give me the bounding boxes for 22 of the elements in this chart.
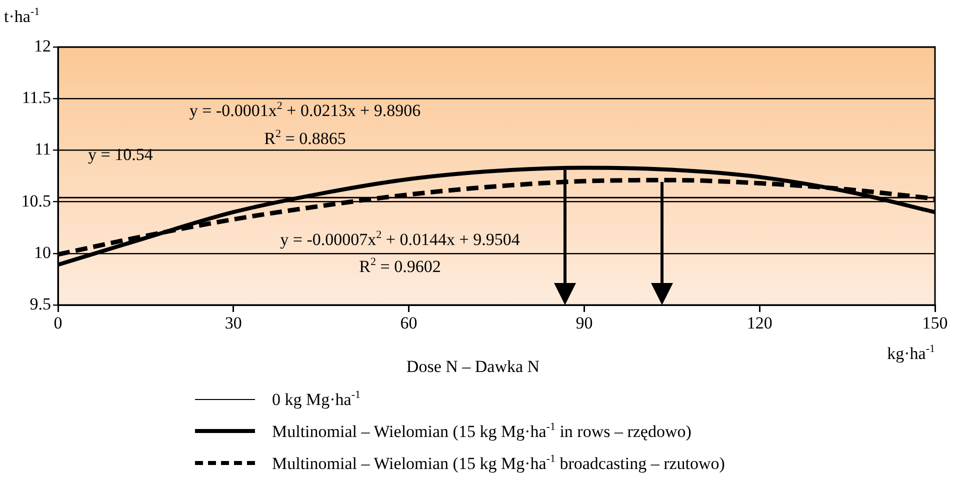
x-tick-label: 60 xyxy=(400,314,418,333)
annotation: y = -0.0001x$^{2}$ + 0.0213x + 9.8906 xyxy=(189,100,421,121)
x-tick-label: 30 xyxy=(224,314,242,333)
y-tick-label: 11 xyxy=(34,140,51,159)
y-tick-label: 10 xyxy=(34,242,51,262)
annotation: y = -0.00007x$^{2}$ + 0.0144x + 9.9504 xyxy=(280,229,520,250)
y-tick-label: 9.5 xyxy=(30,294,51,314)
y-tick-label: 12 xyxy=(34,36,51,56)
x-tick-label: 120 xyxy=(746,314,772,333)
y-axis-title: t·ha$^{-1}$ xyxy=(4,6,40,27)
annotation: R$^{2}$ = 0.8865 xyxy=(264,128,346,149)
x-tick-label: 90 xyxy=(576,314,593,333)
y-tick-label: 11.5 xyxy=(22,88,51,108)
y-tick-label: 10.5 xyxy=(21,191,51,210)
legend-label: Multinomial – Wielomian (15 kg Mg·ha$^{-1}$ in rows – rzędowo) xyxy=(272,420,692,442)
annotation: R$^{2}$ = 0.9602 xyxy=(359,256,441,277)
x-tick-label: 0 xyxy=(54,314,62,333)
x-axis-title: Dose N – Dawka N xyxy=(406,357,540,377)
text: kg·ha$^{-1}$ xyxy=(887,343,935,364)
x-tick-label: 150 xyxy=(922,314,948,333)
legend-label: Multinomial – Wielomian (15 kg Mg·ha$^{-1}$ broadcasting – rzutowo) xyxy=(272,452,725,474)
legend-label: 0 kg Mg·ha$^{-1}$ xyxy=(272,388,360,410)
